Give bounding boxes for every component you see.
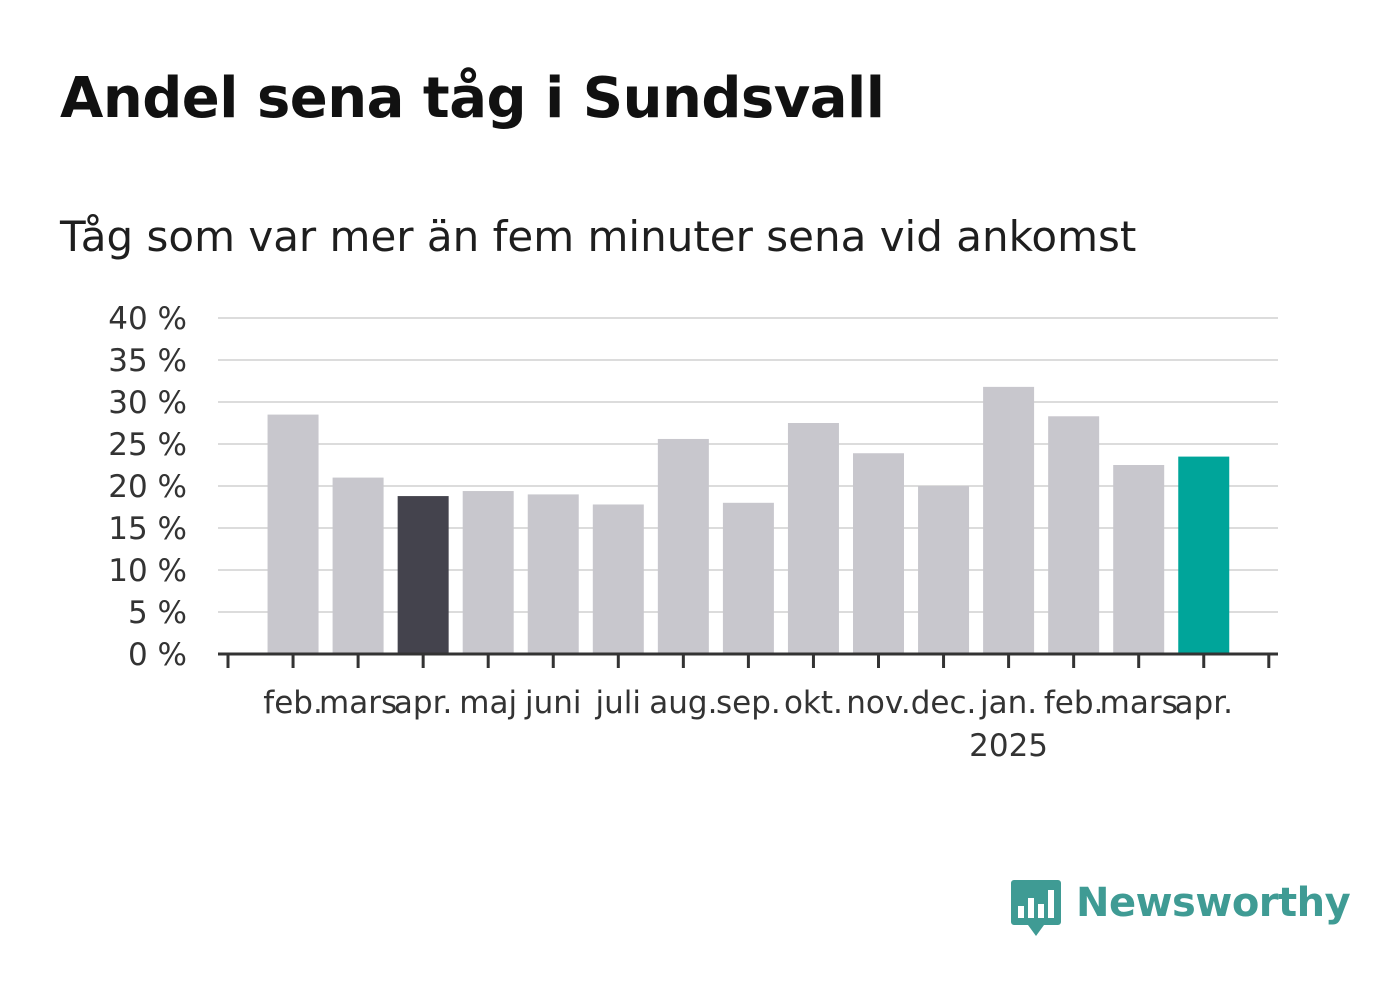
x-tick-label: apr. xyxy=(394,685,452,721)
y-tick-label: 40 % xyxy=(108,301,187,337)
bar xyxy=(657,438,709,654)
bar xyxy=(462,491,514,654)
bar-chart-speech-bubble-icon xyxy=(1011,880,1061,936)
x-tick-label: dec. xyxy=(911,685,977,721)
x-axis xyxy=(218,652,1278,668)
bar xyxy=(1048,416,1100,654)
y-tick-label: 5 % xyxy=(128,595,187,631)
bar xyxy=(332,477,384,654)
bar xyxy=(1178,456,1230,654)
bar xyxy=(397,496,449,654)
bar-chart: 0 %5 %10 %15 %20 %25 %30 %35 %40 % feb.m… xyxy=(108,301,1278,764)
bar xyxy=(918,486,970,654)
bar xyxy=(1113,465,1165,654)
x-tick-label: jan. xyxy=(979,685,1037,721)
bar xyxy=(787,423,839,654)
x-tick-label: juni xyxy=(524,685,582,721)
bar xyxy=(267,414,319,654)
x-tick-label: juli xyxy=(595,685,642,721)
x-tick-label: apr. xyxy=(1175,685,1233,721)
y-tick-label: 15 % xyxy=(108,511,187,547)
x-tick-label: mars xyxy=(319,685,397,721)
x-tick-sublabel: 2025 xyxy=(969,728,1048,764)
brand-name: Newsworthy xyxy=(1076,880,1351,926)
brand-logo: Newsworthy xyxy=(1010,878,1351,940)
x-tick-label: feb. xyxy=(263,685,323,721)
bar xyxy=(592,504,644,654)
bar xyxy=(983,386,1035,654)
y-tick-label: 10 % xyxy=(108,553,187,589)
y-tick-label: 35 % xyxy=(108,343,187,379)
x-tick-label: mars xyxy=(1100,685,1178,721)
x-tick-label: maj xyxy=(459,685,517,721)
x-tick-label: nov. xyxy=(846,685,910,721)
y-tick-label: 20 % xyxy=(108,469,187,505)
y-tick-label: 30 % xyxy=(108,385,187,421)
y-tick-label: 0 % xyxy=(128,637,187,673)
bar xyxy=(527,494,579,654)
y-axis-tick-labels: 0 % 5 % 10 % 15 % 20 % 25 % 30 % 35 % 40 % xyxy=(108,301,187,673)
chart-subtitle: Tåg som var mer än fem minuter sena vid … xyxy=(60,212,1137,261)
x-tick-label: okt. xyxy=(784,685,843,721)
chart-title: Andel sena tåg i Sundsvall xyxy=(60,66,885,131)
x-tick-label: aug. xyxy=(649,685,717,721)
bars xyxy=(267,386,1230,654)
x-tick-label: feb. xyxy=(1044,685,1104,721)
x-tick-label: sep. xyxy=(716,685,781,721)
bar xyxy=(722,502,774,654)
y-tick-label: 25 % xyxy=(108,427,187,463)
bar xyxy=(853,453,904,654)
